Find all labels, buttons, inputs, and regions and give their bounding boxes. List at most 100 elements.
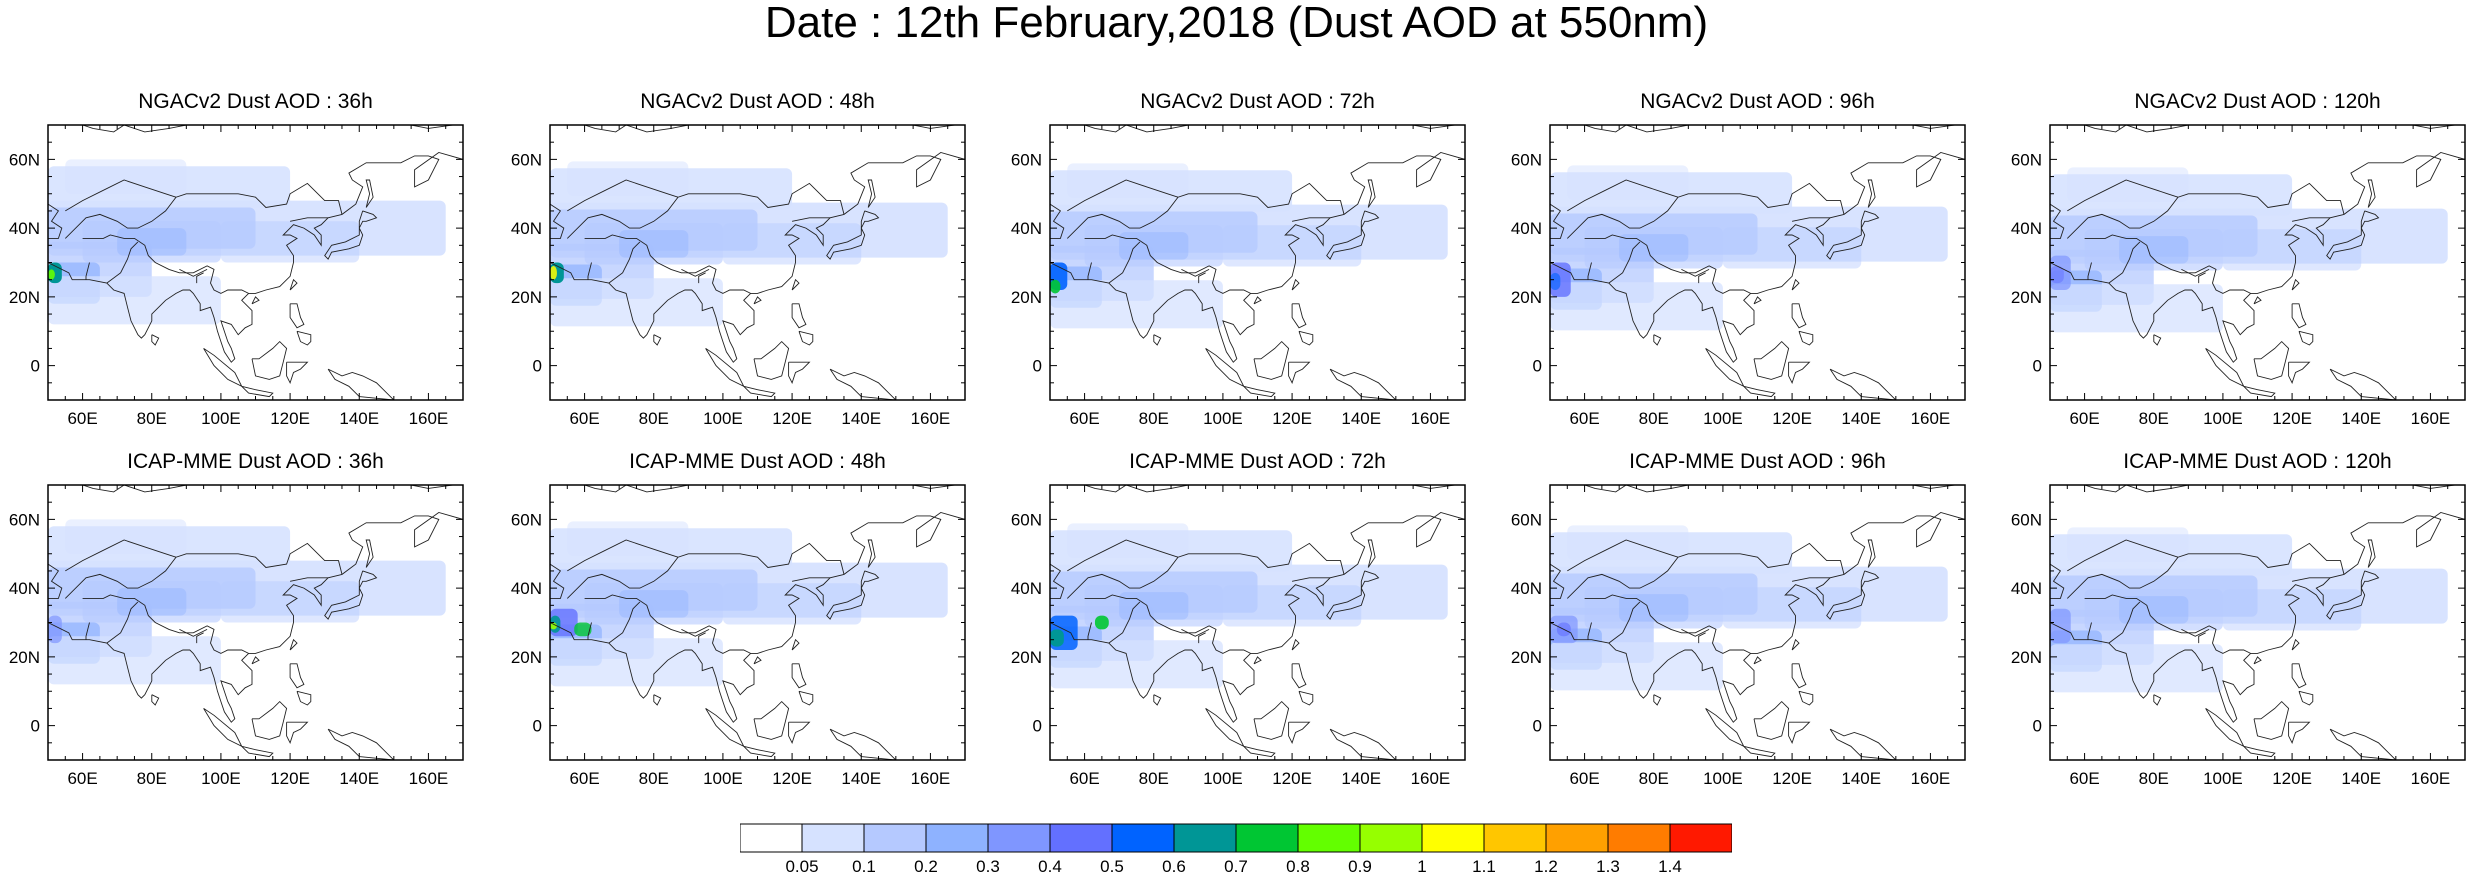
coastline-segment — [584, 234, 751, 294]
coastline-segment — [151, 694, 160, 706]
dust-field — [1550, 525, 1948, 691]
coastline-segment — [1698, 272, 1706, 284]
coastline — [2050, 125, 2465, 400]
coastline-segment — [2253, 656, 2262, 665]
dust-area — [1094, 615, 1109, 630]
colorbar-swatch — [1235, 823, 1299, 853]
coastline-segment — [1788, 721, 1811, 744]
coastline-segment — [743, 745, 776, 758]
x-tick-label: 120E — [772, 409, 812, 428]
coastline-segment — [1222, 125, 1455, 129]
coastline-segment — [1753, 700, 1790, 740]
coastline-segment — [2153, 334, 2162, 346]
coastline-segment — [566, 542, 845, 599]
coastline-segment — [743, 385, 776, 398]
coastline-segment — [1608, 601, 1641, 644]
x-tick-label: 100E — [703, 769, 743, 788]
y-tick-label: 20N — [2011, 648, 2042, 667]
panel-title: NGACv2 Dust AOD : 96h — [1640, 90, 1875, 113]
colorbar-label: 0.1 — [852, 857, 876, 874]
coastline-segment — [2243, 745, 2276, 758]
x-tick-label: 140E — [339, 409, 379, 428]
colorbar-label: 1.3 — [1596, 857, 1620, 874]
coastline-segment — [867, 539, 876, 568]
coastline-segment — [2050, 512, 2465, 723]
y-tick-label: 0 — [533, 717, 542, 736]
coastline-segment — [587, 622, 592, 640]
x-tick-label: 100E — [1703, 409, 1743, 428]
y-tick-label: 40N — [511, 219, 542, 238]
coastline-segment — [1743, 745, 1776, 758]
coastline-segment — [106, 241, 139, 284]
coastline-segment — [241, 745, 274, 758]
y-tick-label: 60N — [9, 510, 40, 529]
coastline-segment — [1566, 182, 1845, 239]
dust-area — [220, 581, 360, 623]
x-tick-label: 120E — [1772, 769, 1812, 788]
coastline-segment — [2222, 485, 2455, 489]
coastline-segment — [1367, 179, 1376, 208]
x-tick-label: 140E — [1841, 409, 1881, 428]
coastline-segment — [2253, 340, 2290, 380]
coastline-segment — [2066, 542, 2345, 599]
coastline-segment — [1653, 694, 1662, 706]
coastline-segment — [290, 217, 329, 222]
dust-area — [2050, 608, 2071, 644]
colorbar-label: 0.9 — [1348, 857, 1372, 874]
y-tick-label: 40N — [2011, 579, 2042, 598]
coastline-segment — [289, 303, 305, 329]
coastline-segment — [2329, 728, 2397, 760]
coastline-segment — [1698, 632, 1706, 644]
map-plot: 60E 80E 100E 120E 140E 160E 0 20N 40N 60N — [511, 484, 966, 788]
coastline-segment — [48, 203, 63, 239]
coastline-segment — [791, 303, 807, 329]
coastline-segment — [753, 296, 762, 305]
coastline-segment — [2050, 152, 2465, 363]
map-plot: 60E 80E 100E 120E 140E 160E 0 20N 40N 60N — [1511, 124, 1966, 428]
coastline-segment — [584, 594, 751, 654]
coastline-segment — [65, 539, 177, 572]
coastline-segment — [1722, 125, 1955, 129]
coastline-segment — [289, 278, 298, 291]
coastline-segment — [788, 721, 811, 744]
dust-field — [48, 159, 446, 325]
coastline-segment — [1243, 385, 1276, 398]
x-tick-label: 80E — [639, 769, 669, 788]
dust-area — [1550, 642, 1723, 691]
coastline-segment — [251, 296, 260, 305]
dust-area — [2119, 236, 2189, 264]
colorbar-swatch — [1545, 823, 1609, 853]
colorbar: 0.05 0.1 0.2 0.3 0.4 0.5 0.6 0.7 0.8 0.9 1 1.1 1.2 1.… — [740, 823, 1732, 874]
panel-title: ICAP-MME Dust AOD : 96h — [1629, 450, 1886, 473]
dust-area — [1722, 587, 1862, 629]
coastline-segment — [2288, 721, 2311, 744]
y-tick-label: 60N — [9, 150, 40, 169]
x-tick-label: 100E — [201, 409, 241, 428]
colorbar-label: 0.7 — [1224, 857, 1248, 874]
coastline-segment — [1222, 485, 1455, 489]
colorbar-swatch — [801, 823, 865, 853]
y-tick-label: 40N — [1511, 219, 1542, 238]
coastline-segment — [2087, 622, 2092, 640]
x-tick-label: 120E — [270, 409, 310, 428]
coastline-segment — [2292, 577, 2331, 582]
coastline-segment — [698, 632, 706, 644]
coastline-segment — [327, 728, 395, 760]
coastline-segment — [2298, 690, 2314, 706]
y-tick-label: 60N — [1511, 150, 1542, 169]
y-tick-label: 0 — [1533, 717, 1542, 736]
coastline-segment — [2367, 539, 2376, 568]
dust-area — [550, 265, 557, 280]
coastline-segment — [151, 334, 160, 346]
coastline-segment — [85, 262, 90, 280]
x-tick-label: 100E — [1203, 769, 1243, 788]
coastline-segment — [1298, 330, 1314, 346]
dust-area — [1550, 272, 1561, 290]
y-tick-label: 0 — [31, 357, 40, 376]
y-tick-label: 0 — [1033, 717, 1042, 736]
x-tick-label: 140E — [1841, 769, 1881, 788]
coastline-segment — [179, 628, 208, 637]
coastline-segment — [82, 234, 249, 294]
coastline-segment — [48, 512, 463, 723]
x-tick-label: 120E — [1772, 409, 1812, 428]
